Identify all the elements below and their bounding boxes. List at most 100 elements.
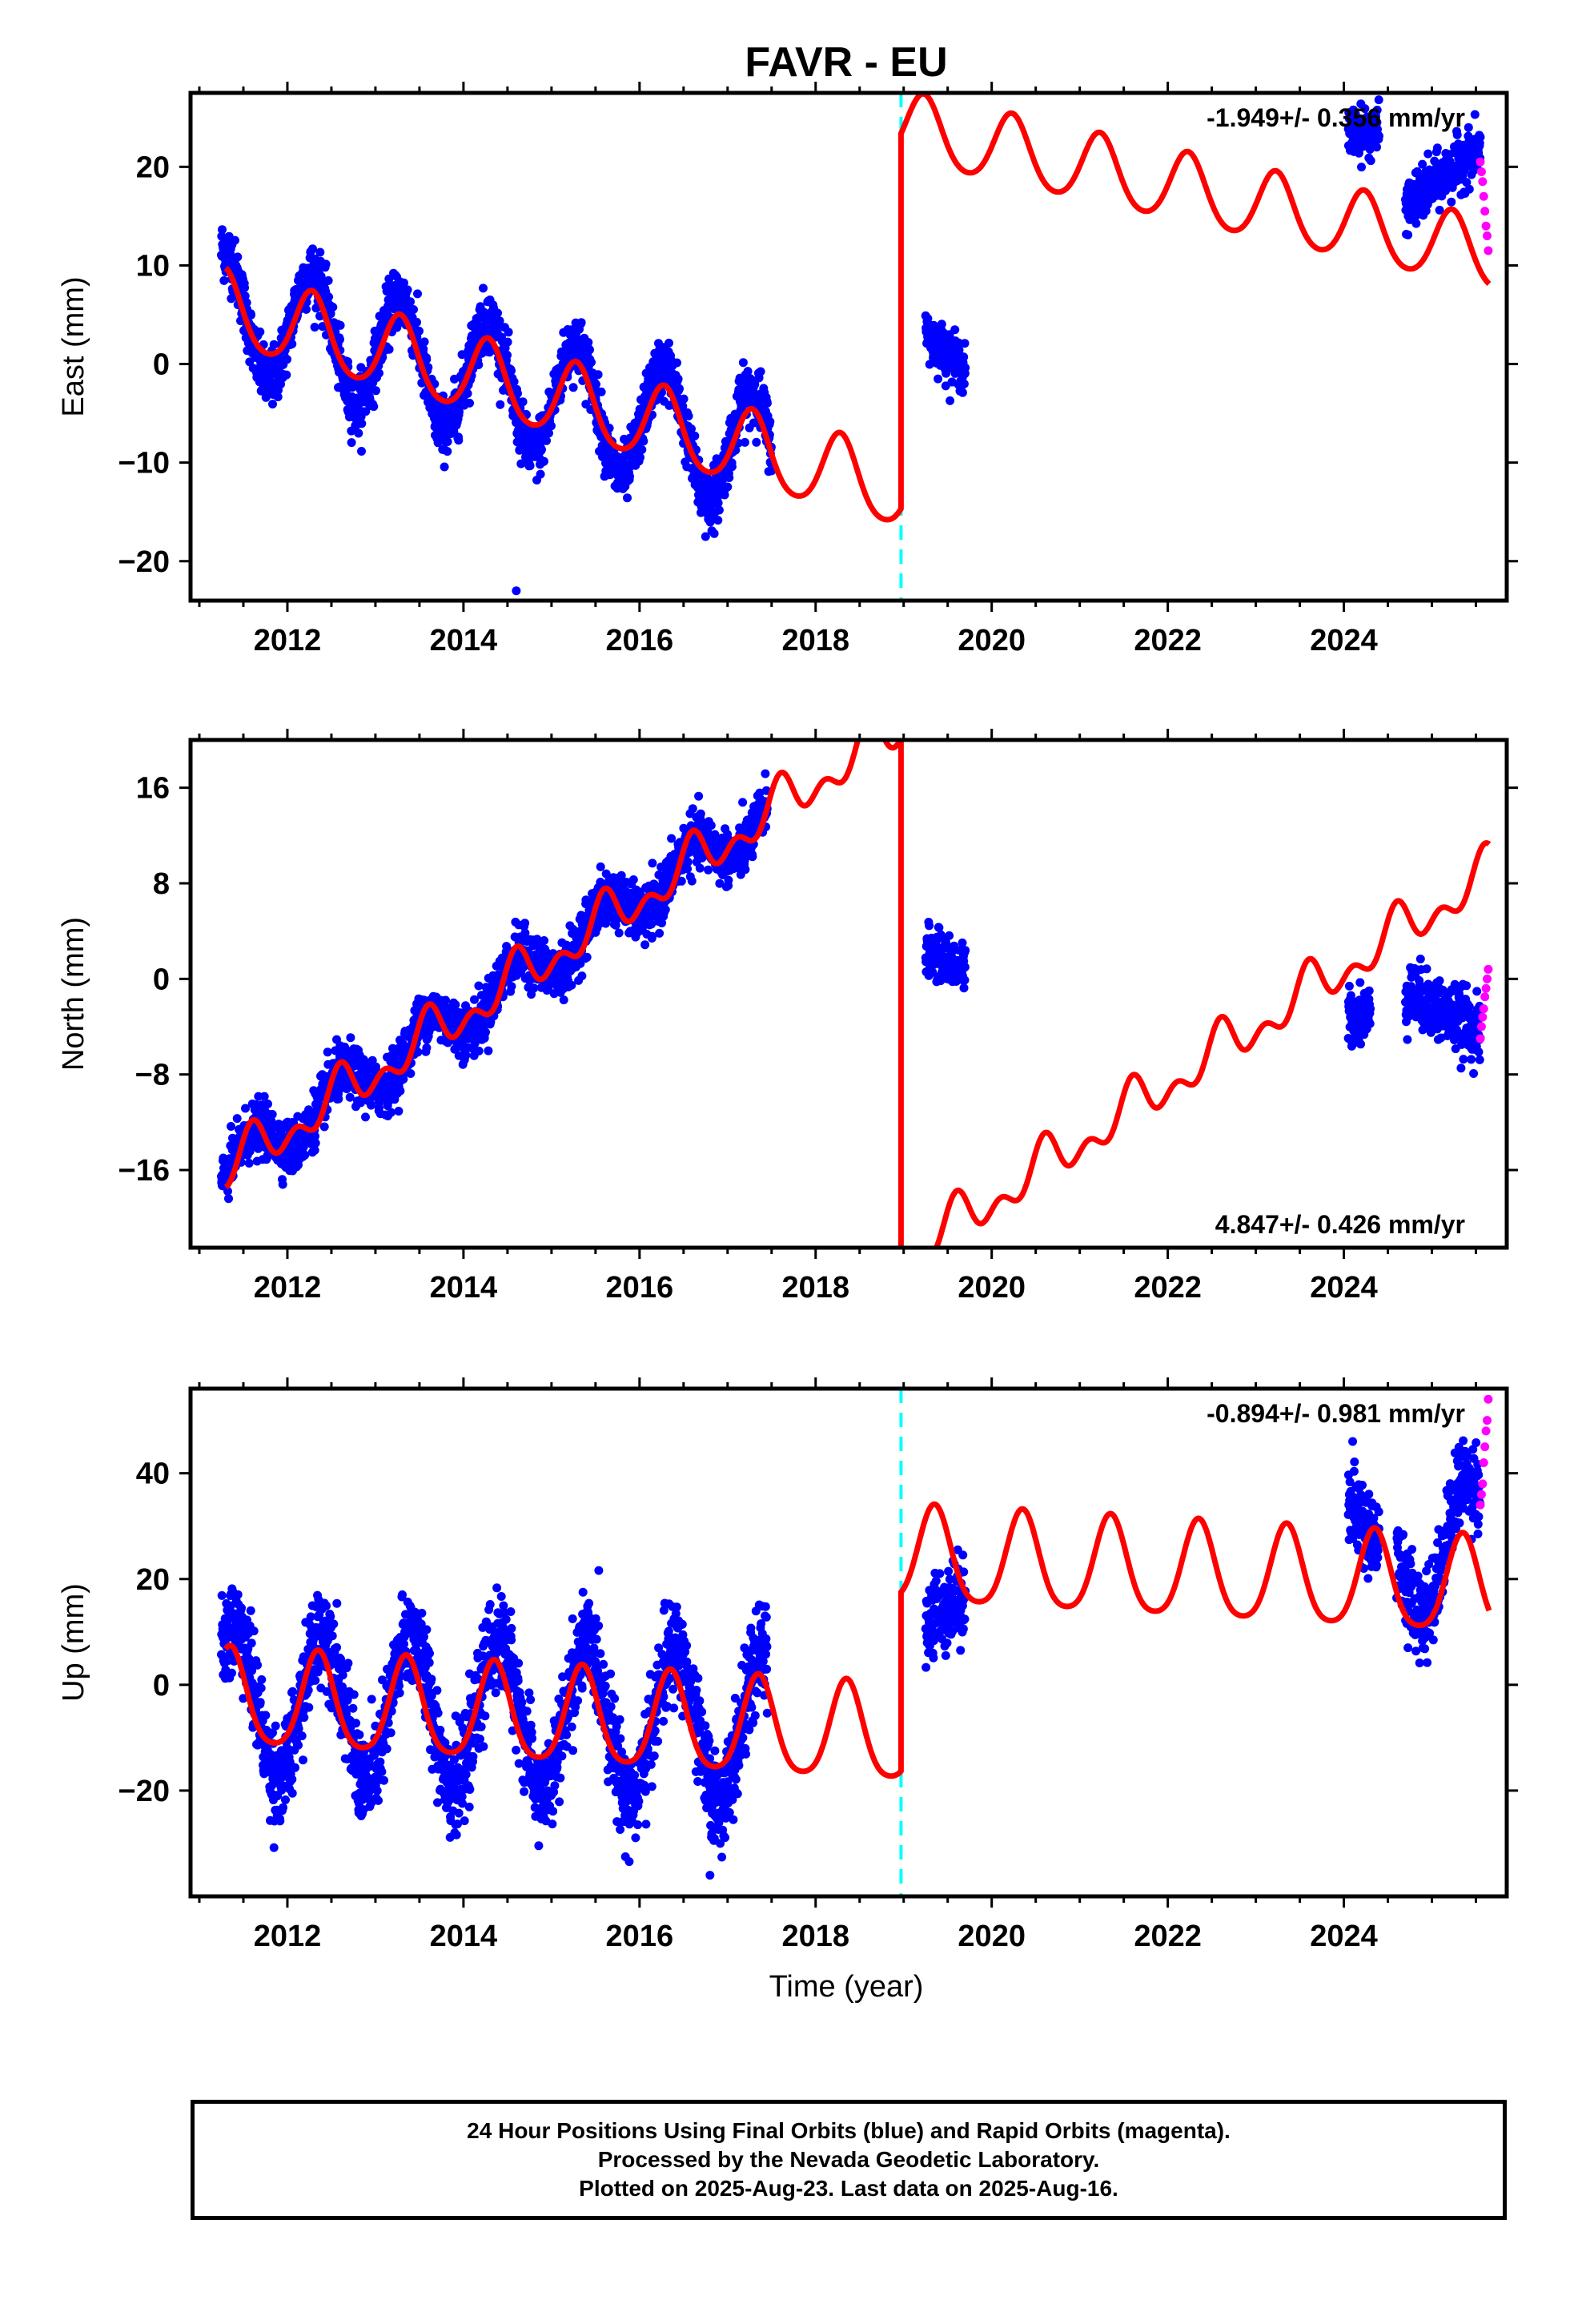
east-final-orbit-point (219, 275, 229, 285)
east-final-orbit-point (1357, 163, 1366, 172)
east-final-orbit-point (412, 317, 421, 327)
east-final-orbit-point (474, 360, 484, 369)
east-final-orbit-point (357, 419, 367, 428)
east-final-orbit-point (371, 386, 380, 396)
east-plot-area (217, 93, 1493, 601)
east-final-orbit-point (593, 370, 603, 380)
east-final-orbit-point (400, 278, 408, 287)
east-x-tick-label: 2024 (1310, 624, 1378, 657)
north-final-orbit-point (278, 1180, 287, 1189)
east-final-orbit-point (282, 370, 291, 380)
east-final-orbit-point (592, 380, 600, 389)
east-final-orbit-point (409, 305, 418, 314)
east-final-orbit-point (576, 318, 586, 328)
east-x-tick-label: 2020 (958, 624, 1026, 657)
east-final-orbit-point (639, 436, 648, 446)
east-final-orbit-point (1411, 208, 1421, 218)
east-final-orbit-point (752, 437, 761, 447)
east-final-orbit-point (1374, 95, 1383, 105)
east-final-orbit-point (1360, 104, 1370, 114)
east-outlier-point (512, 586, 521, 596)
east-x-tick-label: 2016 (606, 624, 674, 657)
east-final-orbit-point (762, 398, 772, 408)
east-model-line (223, 93, 1492, 523)
east-final-orbit-point (743, 367, 753, 376)
east-final-orbit-point (950, 325, 960, 335)
north-final-orbit-point (387, 1108, 396, 1117)
east-final-orbit-point (740, 437, 749, 447)
north-final-orbit-point (1403, 1035, 1412, 1044)
east-rapid-orbit-point (1484, 246, 1493, 255)
north-final-orbit-points (217, 769, 1485, 1204)
north-panel: 2012 2014 2016 2018 2020 2022 2024−16−80816Nor… (57, 729, 1518, 1305)
east-final-orbit-point (625, 472, 634, 481)
east-rate-label: -1.949+/- 0.356 mm/yr (1207, 103, 1465, 132)
east-final-orbit-point (308, 244, 317, 254)
east-final-orbit-point (1432, 143, 1442, 153)
north-final-orbit-point (761, 769, 770, 778)
east-final-orbit-point (503, 337, 512, 347)
east-final-orbit-point (1464, 123, 1473, 132)
east-outlier-point (701, 532, 710, 541)
north-plot-area (217, 740, 1493, 1248)
east-y-axis-label: East (mm) (57, 276, 90, 416)
east-final-orbit-point (1476, 132, 1485, 142)
north-final-orbit-point (345, 1092, 355, 1102)
east-final-orbit-point (318, 322, 327, 332)
east-x-tick-label: 2012 (254, 624, 322, 657)
east-final-orbit-point (937, 320, 946, 329)
north-final-orbit-point (1364, 986, 1374, 995)
east-final-orbit-point (961, 363, 970, 372)
east-final-orbit-point (375, 368, 383, 378)
east-final-orbit-point (960, 339, 970, 348)
north-final-orbit-point (724, 875, 733, 885)
north-final-orbit-point (232, 1114, 242, 1124)
east-final-orbit-point (485, 348, 494, 357)
north-final-orbit-point (706, 821, 716, 830)
north-final-orbit-point (319, 1122, 329, 1132)
east-final-orbit-point (415, 326, 424, 336)
east-final-orbit-point (287, 340, 297, 348)
north-final-orbit-point (241, 1104, 250, 1113)
east-final-orbit-point (513, 388, 522, 398)
north-final-orbit-point (224, 1194, 233, 1204)
north-final-orbit-point (945, 931, 954, 940)
east-final-orbit-point (242, 298, 251, 308)
east-final-orbit-point (923, 314, 933, 324)
east-final-orbit-point (454, 436, 464, 445)
north-final-orbit-point (577, 971, 587, 981)
east-final-orbit-point (419, 344, 428, 354)
east-final-orbit-point (1403, 230, 1413, 239)
east-final-orbit-point (542, 436, 551, 445)
north-final-orbit-point (661, 905, 670, 915)
east-y-tick-label: 0 (153, 348, 170, 382)
east-final-orbit-point (959, 352, 969, 362)
east-final-orbit-point (713, 498, 723, 508)
north-final-orbit-point (323, 1047, 332, 1057)
east-final-orbit-point (247, 310, 255, 320)
east-final-orbit-point (1411, 219, 1421, 228)
east-final-orbit-point (321, 259, 331, 269)
north-final-orbit-point (1365, 1019, 1375, 1028)
east-final-orbit-point (479, 283, 488, 293)
north-final-orbit-point (367, 1100, 375, 1110)
east-final-orbit-point (678, 401, 688, 411)
north-final-orbit-point (694, 791, 704, 801)
east-final-orbit-point (403, 285, 412, 295)
north-final-orbit-point (960, 975, 970, 985)
east-final-orbit-point (540, 456, 548, 466)
north-final-orbit-point (667, 834, 677, 843)
east-final-orbit-point (507, 366, 516, 376)
north-final-orbit-point (640, 940, 650, 950)
east-final-orbit-point (1423, 149, 1433, 159)
north-final-orbit-point (958, 938, 967, 947)
north-final-orbit-point (596, 862, 605, 871)
east-y-tick-label: −10 (118, 447, 170, 480)
north-final-orbit-point (628, 875, 638, 884)
east-final-orbit-point (335, 335, 344, 344)
north-final-orbit-point (474, 1046, 484, 1055)
north-final-orbit-point (259, 1092, 269, 1101)
east-final-orbit-point (503, 350, 512, 360)
east-y-tick-label: 20 (136, 151, 170, 184)
east-final-orbit-point (1435, 205, 1444, 215)
